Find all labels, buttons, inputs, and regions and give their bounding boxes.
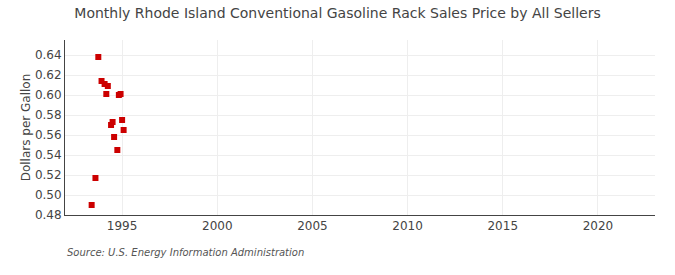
svg-text:2000: 2000 <box>202 219 233 233</box>
svg-text:0.48: 0.48 <box>35 208 62 222</box>
svg-text:2005: 2005 <box>297 219 328 233</box>
svg-text:0.50: 0.50 <box>35 188 62 202</box>
svg-text:0.56: 0.56 <box>35 128 62 142</box>
svg-text:0.64: 0.64 <box>35 48 62 62</box>
svg-text:0.54: 0.54 <box>35 148 62 162</box>
svg-text:0.52: 0.52 <box>35 168 62 182</box>
svg-text:0.58: 0.58 <box>35 108 62 122</box>
svg-text:1995: 1995 <box>107 219 138 233</box>
svg-text:Monthly Rhode Island Conventio: Monthly Rhode Island Conventional Gasoli… <box>74 5 600 21</box>
svg-text:0.62: 0.62 <box>35 68 62 82</box>
svg-text:Dollars per Gallon: Dollars per Gallon <box>19 74 33 182</box>
svg-text:2015: 2015 <box>487 219 518 233</box>
svg-text:Source: U.S. Energy Informatio: Source: U.S. Energy Information Administ… <box>67 247 304 258</box>
svg-text:2010: 2010 <box>392 219 423 233</box>
svg-text:0.60: 0.60 <box>35 88 62 102</box>
svg-text:2020: 2020 <box>583 219 614 233</box>
